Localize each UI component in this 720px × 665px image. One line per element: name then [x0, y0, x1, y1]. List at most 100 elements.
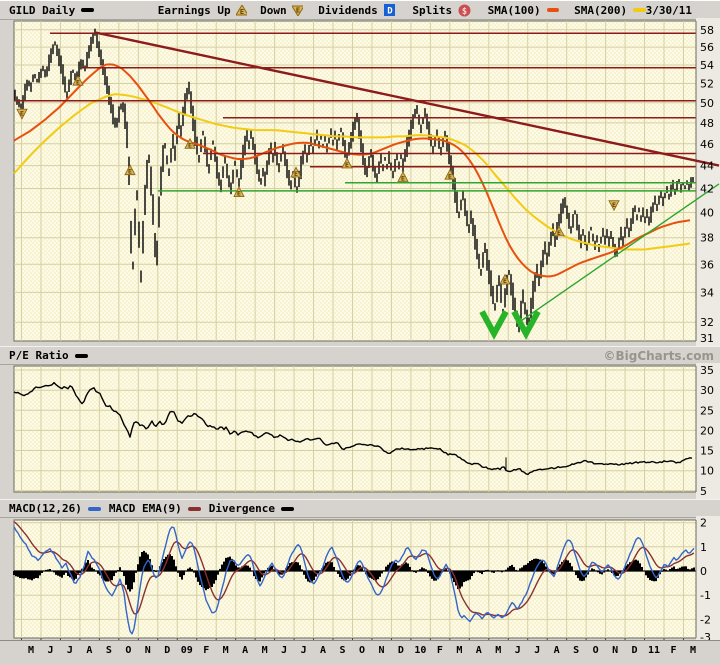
month-label: M [495, 645, 502, 656]
svg-text:25: 25 [700, 404, 714, 417]
sma100-swatch [546, 8, 560, 12]
splits-label: Splits [412, 3, 453, 17]
svg-text:E: E [237, 190, 241, 198]
svg-text:10: 10 [700, 465, 714, 478]
split-badge-icon: $ [458, 4, 471, 17]
svg-text:44: 44 [700, 160, 714, 173]
svg-text:0: 0 [700, 565, 707, 578]
pe-series-swatch [74, 353, 88, 358]
bigcharts-watermark: ©BigCharts.com [603, 348, 714, 363]
svg-text:-2: -2 [700, 613, 711, 626]
divergence-label: Divergence [208, 502, 275, 515]
svg-text:E: E [296, 6, 300, 14]
svg-text:34: 34 [700, 286, 714, 299]
svg-text:40: 40 [700, 207, 714, 220]
month-label: D [631, 645, 638, 656]
svg-text:E: E [294, 170, 298, 178]
svg-text:5: 5 [700, 485, 707, 498]
time-axis: M J J A S O N D 09 F M A M J J A S O N D 10 F M A M J J A S O N D 11 F M [0, 640, 720, 665]
macd-label: MACD(12,26) [9, 502, 82, 515]
svg-text:36: 36 [700, 258, 714, 271]
month-label: F [203, 645, 210, 656]
month-label: M [261, 645, 268, 656]
macd-canvas: 2 1 0 -1 -2 -3 [13, 516, 720, 640]
earnings-up-icon: E [235, 4, 248, 16]
month-label: M [456, 645, 463, 656]
svg-text:E: E [612, 201, 616, 209]
svg-text:46: 46 [700, 138, 714, 151]
svg-text:54: 54 [700, 59, 714, 72]
month-label: A [86, 645, 93, 656]
svg-text:D: D [387, 7, 393, 17]
macd-header: MACD(12,26) MACD EMA(9) Divergence [0, 499, 720, 518]
svg-text:50: 50 [700, 97, 714, 110]
month-label: J [300, 645, 307, 656]
month-label: S [573, 645, 580, 656]
sma200-label: SMA(200) [574, 3, 628, 17]
symbol-label: GILD Daily [9, 3, 76, 17]
earnings-up-label: Earnings Up [157, 3, 231, 17]
svg-text:15: 15 [700, 445, 714, 458]
sma200-swatch [633, 8, 646, 12]
month-label: 11 [648, 645, 661, 656]
svg-text:-3: -3 [700, 631, 711, 640]
svg-text:38: 38 [700, 232, 714, 245]
month-label: N [378, 645, 385, 656]
month-label: A [475, 645, 482, 656]
chart-date: 3/30/11 [645, 3, 692, 17]
sma100-label: SMA(100) [487, 3, 541, 17]
earnings-down-icon: E [291, 5, 304, 16]
svg-text:E: E [20, 109, 24, 117]
svg-text:58: 58 [700, 24, 714, 37]
svg-text:E: E [557, 229, 561, 237]
month-label: J [534, 645, 541, 656]
svg-text:E: E [240, 8, 244, 16]
svg-text:E: E [76, 78, 80, 86]
svg-text:48: 48 [700, 117, 714, 130]
svg-text:E: E [345, 161, 349, 169]
earnings-down-label: Down [260, 3, 287, 17]
svg-text:E: E [503, 277, 507, 285]
month-label: O [125, 645, 132, 656]
month-label: A [242, 645, 249, 656]
svg-text:2: 2 [700, 517, 707, 530]
dividends-label: Dividends [318, 3, 378, 17]
chart-legend-bar: GILD Daily Earnings Up E Down E Dividend… [0, 0, 720, 20]
svg-text:56: 56 [700, 41, 714, 54]
svg-text:20: 20 [700, 424, 714, 437]
month-label: J [281, 645, 288, 656]
month-label: 10 [414, 645, 427, 656]
macd-ema-label: MACD EMA(9) [108, 502, 182, 515]
dividend-badge-icon: D [383, 4, 396, 17]
month-label: D [164, 645, 171, 656]
svg-text:E: E [128, 168, 132, 176]
month-label: O [358, 645, 365, 656]
month-label: N [612, 645, 619, 656]
svg-text:52: 52 [700, 78, 714, 91]
pe-ratio-label: P/E Ratio [9, 349, 69, 362]
svg-text:32: 32 [700, 316, 714, 329]
month-label: A [320, 645, 327, 656]
svg-text:-1: -1 [700, 589, 711, 602]
svg-text:30: 30 [700, 384, 714, 397]
pe-ratio-header: P/E Ratio ©BigCharts.com [0, 346, 720, 365]
month-label: S [339, 645, 346, 656]
month-label: S [105, 645, 112, 656]
month-label: J [47, 645, 54, 656]
svg-text:42: 42 [700, 183, 714, 196]
month-label: A [553, 645, 560, 656]
month-label: M [222, 645, 229, 656]
month-label: N [144, 645, 151, 656]
price-series-swatch [81, 8, 94, 12]
svg-text:E: E [401, 175, 405, 183]
month-label: M [27, 645, 35, 656]
svg-text:31: 31 [700, 332, 714, 345]
month-label: F [670, 645, 677, 656]
month-label: O [592, 645, 599, 656]
price-chart-canvas: E E E E E E E E E E E E 58 56 54 52 50 48 46 44 42 40 38 36 34 32… [13, 18, 720, 346]
svg-text:$: $ [462, 7, 467, 17]
month-label: M [689, 645, 696, 656]
svg-text:35: 35 [700, 364, 714, 377]
svg-text:E: E [448, 172, 452, 180]
month-label: D [397, 645, 404, 656]
